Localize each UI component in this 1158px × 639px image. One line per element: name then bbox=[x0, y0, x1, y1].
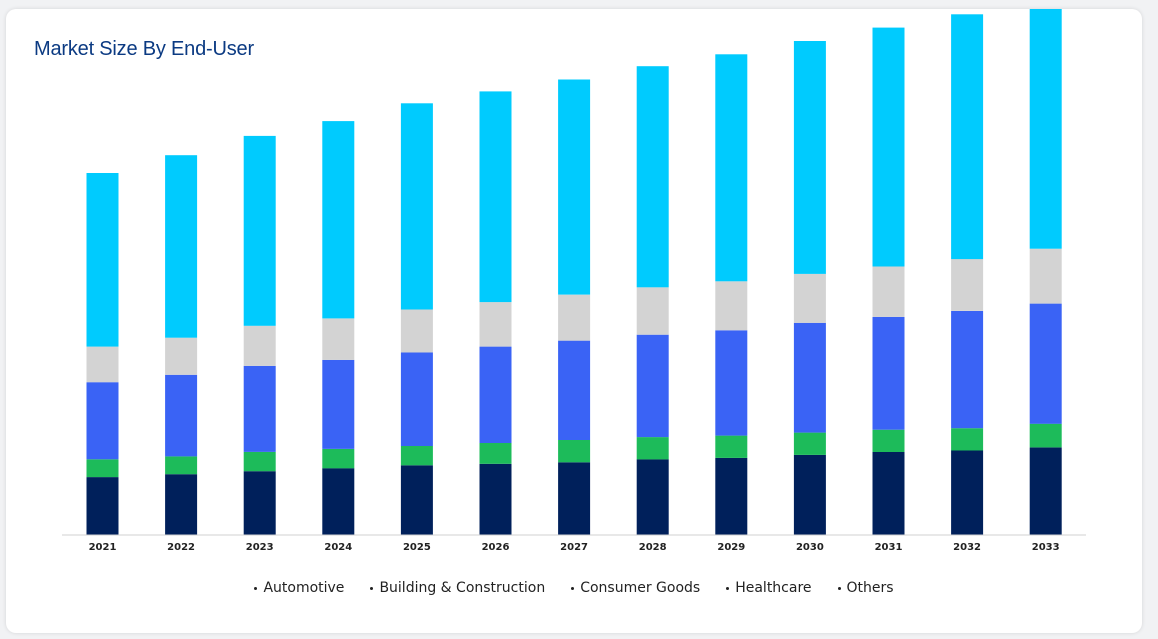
bar-2021-series-3 bbox=[86, 346, 119, 383]
legend-item: Automotive bbox=[254, 580, 344, 596]
bar-2026-series-1 bbox=[479, 443, 512, 464]
bar-2030-series-4 bbox=[793, 41, 826, 274]
x-tick-label: 2028 bbox=[639, 542, 667, 553]
bar-2022-series-3 bbox=[165, 337, 198, 375]
legend-bullet-icon bbox=[370, 586, 374, 590]
bar-2031-series-0 bbox=[872, 451, 905, 535]
bar-2024-series-0 bbox=[322, 468, 355, 535]
legend-item: Others bbox=[837, 580, 894, 596]
x-tick-label: 2021 bbox=[89, 542, 117, 553]
bar-2031-series-1 bbox=[872, 429, 905, 452]
legend-item: Consumer Goods bbox=[571, 580, 700, 596]
bar-2029-series-1 bbox=[715, 435, 748, 458]
bar-2027-series-2 bbox=[558, 340, 591, 440]
x-tick-label: 2032 bbox=[953, 542, 981, 553]
bar-2024-series-3 bbox=[322, 318, 355, 360]
legend-bullet-icon bbox=[571, 586, 575, 590]
legend-label: Healthcare bbox=[735, 580, 812, 596]
x-tick-label: 2025 bbox=[403, 542, 431, 553]
bar-2029-series-3 bbox=[715, 281, 748, 331]
bar-2028-series-2 bbox=[636, 334, 669, 438]
legend-bullet-icon bbox=[254, 586, 258, 590]
legend-label: Automotive bbox=[263, 580, 345, 596]
bar-2032-series-4 bbox=[951, 14, 984, 260]
bar-2021-series-4 bbox=[86, 173, 119, 347]
x-tick-label: 2029 bbox=[717, 542, 745, 553]
bar-2025-series-1 bbox=[400, 446, 433, 466]
x-tick-label: 2022 bbox=[167, 542, 195, 553]
x-tick-label: 2023 bbox=[246, 542, 274, 553]
bar-2027-series-4 bbox=[558, 79, 591, 295]
bar-2032-series-0 bbox=[951, 450, 984, 535]
bar-2029-series-0 bbox=[715, 457, 748, 535]
bar-2022-series-0 bbox=[165, 474, 198, 535]
bar-2033-series-4 bbox=[1029, 9, 1062, 249]
bar-2027-series-1 bbox=[558, 440, 591, 463]
legend-label: Consumer Goods bbox=[580, 580, 701, 596]
bars-group bbox=[86, 9, 1062, 535]
bar-2030-series-0 bbox=[793, 454, 826, 535]
bar-2031-series-2 bbox=[872, 316, 905, 430]
bar-2026-series-0 bbox=[479, 463, 512, 535]
x-tick-label: 2024 bbox=[324, 542, 352, 553]
bar-2029-series-4 bbox=[715, 54, 748, 282]
bar-2030-series-3 bbox=[793, 273, 826, 323]
bar-2028-series-0 bbox=[636, 459, 669, 535]
bar-2030-series-2 bbox=[793, 322, 826, 433]
bar-2025-series-4 bbox=[400, 103, 433, 310]
legend: Automotive Building & Construction Consume… bbox=[6, 580, 1142, 596]
bar-2022-series-1 bbox=[165, 456, 198, 475]
bar-2023-series-3 bbox=[243, 325, 276, 366]
bar-2021-series-0 bbox=[86, 477, 119, 535]
chart-card: Market Size By End-User 2021 2022 2023 2024… bbox=[6, 9, 1142, 633]
bar-2026-series-4 bbox=[479, 91, 512, 303]
bar-2025-series-0 bbox=[400, 465, 433, 535]
legend-item: Healthcare bbox=[726, 580, 812, 596]
bar-2027-series-0 bbox=[558, 462, 591, 535]
bar-2024-series-4 bbox=[322, 121, 355, 319]
chart-title: Market Size By End-User bbox=[34, 38, 254, 60]
bar-2028-series-3 bbox=[636, 287, 669, 335]
bar-2031-series-4 bbox=[872, 27, 905, 267]
bar-2030-series-1 bbox=[793, 432, 826, 455]
bar-2023-series-1 bbox=[243, 451, 276, 472]
bar-2024-series-1 bbox=[322, 449, 355, 469]
legend-item: Building & Construction bbox=[370, 580, 545, 596]
legend-bullet-icon bbox=[726, 586, 730, 590]
bar-2024-series-2 bbox=[322, 359, 355, 449]
bar-2032-series-1 bbox=[951, 428, 984, 451]
bar-2027-series-3 bbox=[558, 294, 591, 341]
x-tick-label: 2027 bbox=[560, 542, 588, 553]
bar-2026-series-2 bbox=[479, 346, 512, 443]
bar-2033-series-1 bbox=[1029, 423, 1062, 448]
x-tick-label: 2033 bbox=[1032, 542, 1060, 553]
bar-2023-series-2 bbox=[243, 365, 276, 452]
x-tick-label: 2031 bbox=[875, 542, 903, 553]
bar-2032-series-3 bbox=[951, 259, 984, 311]
bar-2028-series-4 bbox=[636, 66, 669, 288]
bar-2028-series-1 bbox=[636, 437, 669, 460]
bar-2032-series-2 bbox=[951, 311, 984, 429]
x-axis-ticks: 2021 2022 2023 2024 2025 2026 2027 2028 2029 2030… bbox=[89, 542, 1060, 553]
x-tick-label: 2030 bbox=[796, 542, 824, 553]
bar-2022-series-2 bbox=[165, 374, 198, 457]
bar-2026-series-3 bbox=[479, 302, 512, 347]
stacked-bar-chart: 2021 2022 2023 2024 2025 2026 2027 2028 2029 2030… bbox=[62, 9, 1086, 553]
bar-2029-series-2 bbox=[715, 330, 748, 436]
bar-2033-series-2 bbox=[1029, 303, 1062, 424]
bar-2031-series-3 bbox=[872, 266, 905, 317]
legend-bullet-icon bbox=[837, 586, 841, 590]
bar-2025-series-3 bbox=[400, 309, 433, 353]
bar-2033-series-3 bbox=[1029, 248, 1062, 304]
bar-2025-series-2 bbox=[400, 352, 433, 446]
legend-label: Others bbox=[846, 580, 894, 596]
bar-2023-series-0 bbox=[243, 471, 276, 535]
bar-2023-series-4 bbox=[243, 135, 276, 326]
bar-2021-series-2 bbox=[86, 382, 119, 460]
legend-label: Building & Construction bbox=[379, 580, 546, 596]
bar-2022-series-4 bbox=[165, 155, 198, 338]
x-tick-label: 2026 bbox=[482, 542, 510, 553]
bar-2033-series-0 bbox=[1029, 447, 1062, 535]
bar-2021-series-1 bbox=[86, 459, 119, 478]
